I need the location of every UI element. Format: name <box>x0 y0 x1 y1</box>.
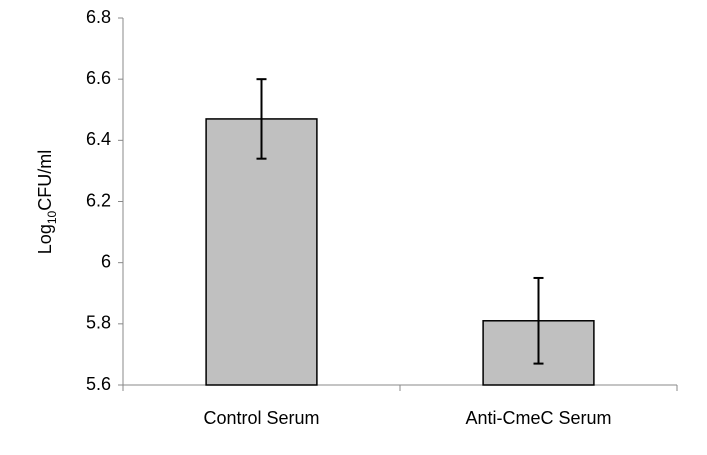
y-tick-label: 6.2 <box>86 190 111 210</box>
y-tick-label: 6 <box>101 251 111 271</box>
bar <box>205 118 318 386</box>
error-bar <box>533 276 544 365</box>
x-tick-label: Anti-CmeC Serum <box>465 408 611 428</box>
x-tick-label: Control Serum <box>203 408 319 428</box>
y-tick-label: 6.6 <box>86 68 111 88</box>
y-tick-label: 6.8 <box>86 7 111 27</box>
y-axis-label: Log10CFU/ml <box>35 150 59 254</box>
y-tick-label: 6.4 <box>86 129 111 149</box>
y-tick-label: 5.6 <box>86 374 111 394</box>
y-tick-label: 5.8 <box>86 313 111 333</box>
error-bar <box>256 78 267 160</box>
